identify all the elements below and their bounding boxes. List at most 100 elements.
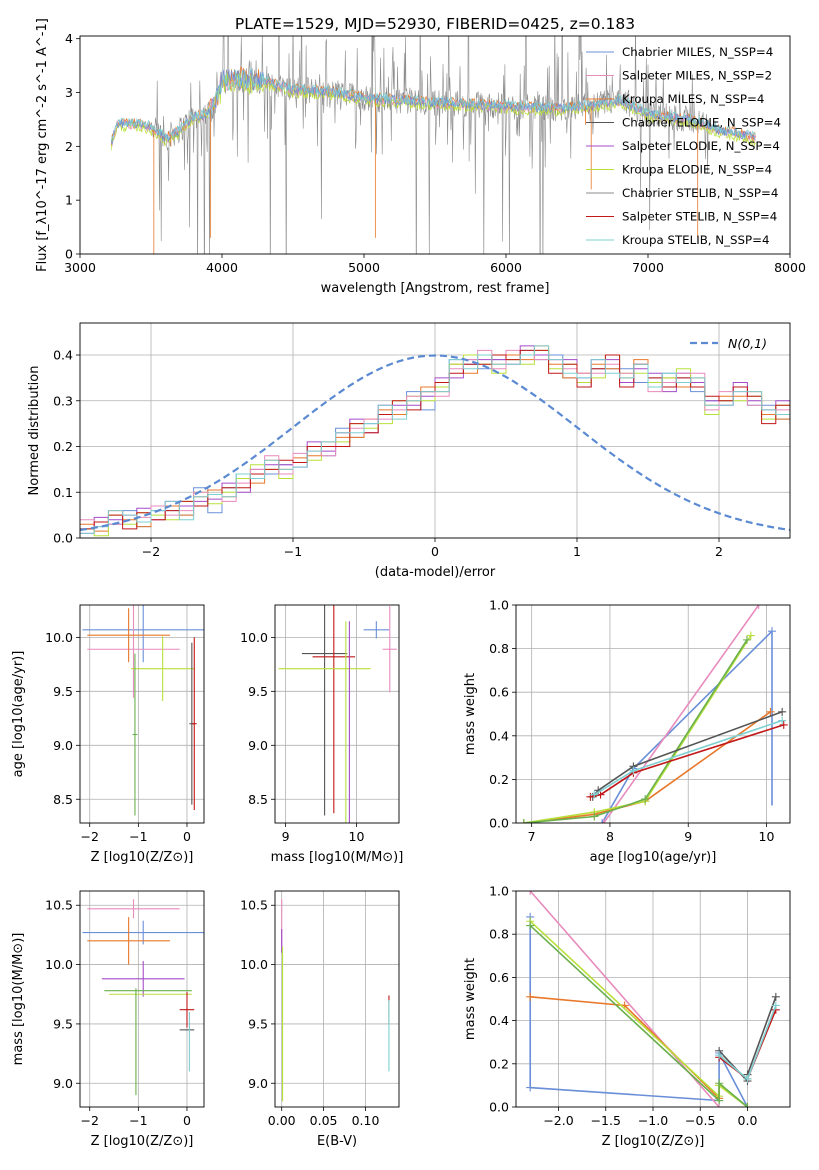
plot-area-spectrum (110, 36, 757, 254)
legend-label: Kroupa STELIB, N_SSP=4 (622, 233, 769, 247)
series-marker (742, 635, 751, 644)
x-tick-label: 10 (349, 829, 365, 844)
axes-frame (79, 322, 791, 539)
series-line-extra_green (523, 639, 748, 823)
y-tick-label: 1.0 (489, 884, 509, 899)
y-tick-label: 9.5 (248, 684, 268, 699)
legend-label: N(0,1) (728, 336, 767, 351)
hist-salpeter_stelib (80, 349, 790, 530)
series-marker (771, 1001, 780, 1010)
series-marker (778, 716, 787, 725)
plot-area-mass-age (278, 605, 397, 823)
plot-area-mass-weight-z (526, 891, 780, 1107)
y-tick-label: 9.0 (248, 1076, 268, 1091)
axes-frame (515, 890, 791, 1108)
series-line-chabrier_miles (529, 916, 749, 1107)
y-tick-label: 10.0 (240, 957, 268, 972)
y-tick-label: 10.5 (240, 898, 268, 913)
legend-label: Salpeter STELIB, N_SSP=4 (622, 210, 777, 224)
y-tick-label: 0.4 (489, 1013, 509, 1028)
panel-residuals: −2 −1 0 1 2 0.0 0.1 0.2 0.3 0.4 (data-model)/error… (27, 322, 791, 580)
y-axis-label: Normed distribution (27, 366, 42, 496)
x-tick-label: 7 (528, 829, 536, 844)
series-line-chabrier_miles (601, 630, 773, 823)
x-tick-label: −1.0 (638, 1113, 668, 1128)
x-tick-label: 6000 (490, 260, 522, 275)
series-marker (641, 795, 650, 804)
y-tick-label: 0.0 (53, 531, 73, 546)
plot-area-ebv-mass (281, 899, 390, 1102)
axes-frame (274, 890, 400, 1108)
series-marker (715, 1096, 724, 1105)
y-tick-label: 3 (65, 85, 73, 100)
x-axis-label: E(B-V) (317, 1134, 357, 1149)
y-tick-label: 9.5 (53, 1016, 73, 1031)
axes-frame (274, 604, 400, 824)
y-tick-label: 8.5 (53, 792, 73, 807)
x-axis-label: age [log10(age/yr)] (590, 850, 717, 865)
series-marker (599, 819, 608, 823)
series-marker (526, 992, 535, 1001)
plots: 3000 4000 5000 6000 7000 800001234wavelength … (11, 18, 806, 1149)
y-tick-label: 2 (65, 139, 73, 154)
x-axis-label: Z [log10(Z/Z⊙)] (91, 850, 194, 865)
x-axis-label: Z [log10(Z/Z⊙)] (91, 1134, 194, 1149)
y-tick-label: 0.2 (489, 772, 509, 787)
y-tick-label: 10.5 (45, 898, 73, 913)
y-tick-label: 9.0 (53, 738, 73, 753)
series-marker (754, 605, 763, 609)
x-tick-label: 4000 (206, 260, 238, 275)
model-kroupa_stelib (110, 66, 756, 142)
y-axis-label: mass [log10(M/M⊙)] (11, 933, 26, 1066)
panel-spectrum: 3000 4000 5000 6000 7000 8000 0 1 2 3 4 wavelength … (35, 18, 806, 296)
y-tick-label: 0.2 (489, 1056, 509, 1071)
series-marker (715, 1051, 724, 1060)
y-tick-label: 0.6 (489, 970, 509, 985)
y-tick-label: 10.0 (240, 630, 268, 645)
y-tick-label: 9.5 (53, 684, 73, 699)
legend-label: Chabrier MILES, N_SSP=4 (622, 45, 773, 59)
frame-mass-weight-age: 7 8 9 10 0.0 0.2 0.4 0.6 0.8 1.0 age [log10(age/yr… (463, 598, 791, 865)
legend: Chabrier MILES, N_SSP=4 Salpeter MILES, N… (586, 45, 781, 247)
series-marker (526, 921, 535, 930)
x-axis-label: (data-model)/error (375, 565, 496, 580)
legend-label: Kroupa ELODIE, N_SSP=4 (622, 163, 772, 177)
series-marker (743, 1074, 752, 1083)
panel-ebv-mass: 0.00 0.05 0.10 9.0 9.5 10.0 10.5 E(B-V) (240, 890, 400, 1149)
axes-frame (515, 604, 791, 824)
y-tick-label: 1 (65, 193, 73, 208)
series-line-kroupa_elodie (523, 635, 752, 823)
panel-mass-weight-age: 7 8 9 10 0.0 0.2 0.4 0.6 0.8 1.0 age [log10(age/yr… (463, 598, 791, 865)
model-kroupa_elodie (110, 73, 756, 151)
x-tick-label: 0 (183, 1113, 191, 1128)
series-marker (526, 891, 535, 895)
x-axis-label: wavelength [Angstrom, rest frame] (321, 281, 550, 296)
panel-z-age: −2 −1 0 8.5 9.0 9.5 10.0 Z [log10(Z/Z⊙)] age [lo… (11, 604, 205, 865)
y-tick-label: 0.8 (489, 641, 509, 656)
hist-kroupa_stelib (80, 345, 790, 534)
frame-z-mass: −2 −1 0 9.0 9.5 10.0 10.5 Z [log10(Z/Z⊙)] mass [… (11, 890, 205, 1149)
y-axis-label: age [log10(age/yr)] (11, 651, 26, 778)
x-tick-label: −2 (142, 544, 160, 559)
y-axis-label: Flux [f_λ10^-17 erg cm^-2 s^-1 A^-1] (35, 18, 50, 272)
y-tick-label: 9.0 (248, 738, 268, 753)
series-marker (598, 819, 607, 823)
y-tick-label: 0 (65, 247, 73, 262)
x-tick-label: 1 (573, 544, 581, 559)
x-tick-label: 0.10 (352, 1113, 380, 1128)
x-tick-label: 2 (715, 544, 723, 559)
x-tick-label: 8 (606, 829, 614, 844)
y-tick-label: 1.0 (489, 598, 509, 613)
series-marker (590, 790, 599, 799)
panel-mass-weight-z: −2.0 −1.5 −1.0 −0.5 0.0 0.0 0.2 0.4 0.6 0.8 1.0 Z [… (463, 884, 791, 1149)
series-marker (771, 992, 780, 1001)
gaussian-curve (80, 354, 790, 532)
x-tick-label: 8000 (774, 260, 806, 275)
x-tick-label: 0 (431, 544, 439, 559)
series-marker (766, 707, 775, 716)
x-axis-label: Z [log10(Z/Z⊙)] (602, 1134, 705, 1149)
y-tick-label: 0.1 (53, 485, 73, 500)
x-tick-label: −1 (129, 829, 147, 844)
series-line-kroupa_miles (523, 711, 771, 823)
axes-frame (79, 604, 205, 824)
